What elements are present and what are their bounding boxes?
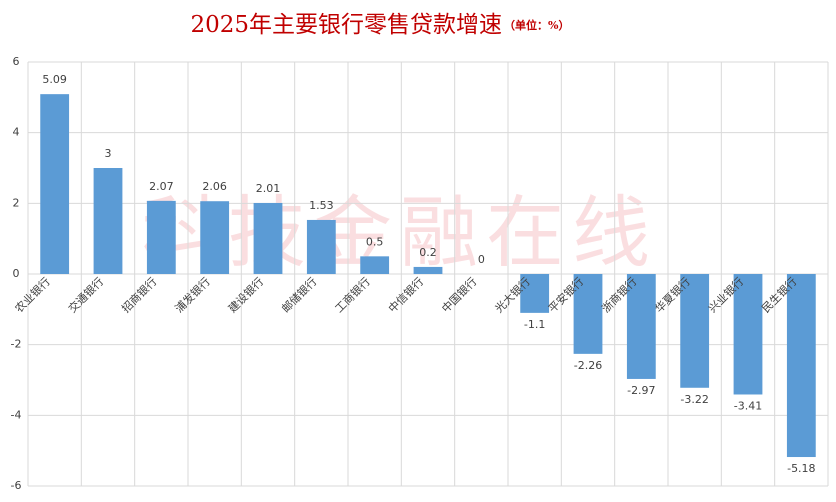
bar: [413, 266, 443, 274]
x-tick-label: 农业银行: [12, 274, 53, 315]
x-tick-label: 中国银行: [439, 274, 480, 315]
value-label: 0.2: [419, 246, 437, 259]
y-tick-label: -6: [11, 479, 22, 492]
y-tick-label: 0: [13, 267, 20, 280]
value-label: 2.07: [149, 180, 174, 193]
value-label: 3: [105, 147, 112, 160]
bar: [626, 274, 656, 379]
y-tick-label: -2: [11, 338, 22, 351]
value-label: 0: [478, 253, 485, 266]
bar: [520, 274, 550, 313]
value-label: -2.97: [627, 384, 655, 397]
x-tick-label: 工商银行: [332, 274, 373, 315]
value-label: -3.22: [680, 393, 708, 406]
value-label: 5.09: [42, 73, 67, 86]
title-text: 2025年主要银行零售贷款增速: [191, 12, 503, 38]
bar: [200, 201, 230, 274]
x-tick-label: 建设银行: [225, 274, 266, 315]
y-tick-label: 6: [13, 55, 20, 68]
y-tick-label: -4: [11, 408, 22, 421]
bar: [360, 256, 390, 274]
bar: [733, 274, 763, 395]
x-tick-label: 邮储银行: [279, 274, 320, 315]
bar: [146, 200, 176, 274]
value-label: -3.41: [734, 399, 762, 412]
subtitle: （单位：%）: [504, 18, 569, 32]
value-label: -5.18: [787, 462, 815, 475]
value-label: 2.06: [202, 180, 227, 193]
x-tick-label: 浦发银行: [172, 274, 213, 315]
x-tick-label: 交通银行: [65, 274, 106, 315]
bar: [680, 274, 710, 388]
bar: [786, 274, 816, 458]
bar: [93, 168, 123, 274]
value-label: 2.01: [256, 182, 281, 195]
bar: [573, 274, 603, 354]
y-tick-label: 2: [13, 196, 20, 209]
x-tick-label: 中信银行: [385, 274, 426, 315]
value-label: -1.1: [524, 318, 545, 331]
x-tick-label: 招商银行: [119, 274, 160, 315]
bar: [40, 94, 70, 274]
chart-title: 2025年主要银行零售贷款增速 （单位：%）: [191, 12, 570, 38]
y-tick-label: 4: [13, 126, 20, 139]
value-label: -2.26: [574, 359, 602, 372]
value-label: 0.5: [366, 235, 384, 248]
bar: [306, 219, 336, 274]
value-label: 1.53: [309, 199, 334, 212]
bar: [253, 202, 283, 274]
